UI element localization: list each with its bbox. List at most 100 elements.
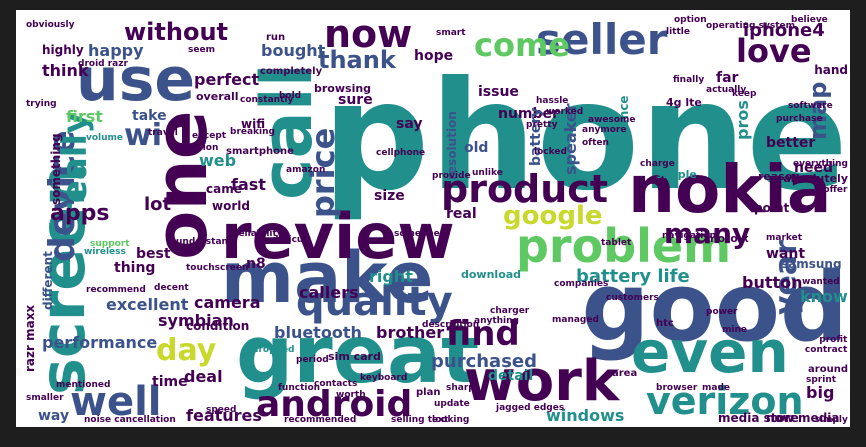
- word-power: power: [706, 307, 738, 317]
- word-managed: managed: [552, 315, 599, 325]
- word-bluetooth: bluetooth: [274, 323, 362, 342]
- word-constantly: constantly: [240, 95, 293, 105]
- word-volume: volume: [86, 133, 123, 143]
- word-recommended: recommended: [284, 415, 356, 425]
- word-navigation: navigation: [662, 231, 716, 241]
- word-cloud-panel: phone good great make review nokia use one call s…: [16, 10, 850, 427]
- word-highly: highly: [42, 43, 84, 57]
- word-provide: provide: [432, 171, 471, 181]
- word-detail: detail: [488, 368, 533, 384]
- word-performance: performance: [42, 333, 157, 352]
- word-completely: completely: [260, 66, 323, 77]
- word-speed: speed: [206, 405, 236, 415]
- word-breaking: breaking: [230, 127, 275, 137]
- word-hassle: hassle: [536, 96, 568, 106]
- word-tablet: tablet: [601, 238, 632, 248]
- word-someone: someone: [394, 229, 440, 239]
- word-operating-system: operating system: [706, 21, 795, 31]
- word-first: first: [66, 107, 103, 126]
- word-thing: thing: [114, 260, 155, 276]
- word-smaller: smaller: [26, 393, 64, 403]
- word-option: option: [674, 15, 707, 25]
- word-sim-card: sim card: [328, 350, 381, 363]
- word-purchase: purchase: [776, 114, 823, 124]
- word-size: size: [374, 188, 405, 204]
- word-razr-maxx: razr maxx: [23, 305, 37, 372]
- word-4g-lte: 4g lte: [666, 96, 702, 109]
- word-anymore: anymore: [582, 125, 626, 135]
- word-real: real: [446, 206, 477, 222]
- word-come: come: [474, 26, 570, 64]
- word-looking: looking: [432, 415, 469, 425]
- word-time: time: [152, 374, 188, 390]
- word-samsung: samsung: [781, 257, 842, 271]
- word-sharp: sharp: [446, 383, 475, 393]
- word-amazon: amazon: [286, 165, 325, 175]
- word-deal: deal: [184, 367, 223, 386]
- word-simple: simple: [656, 168, 697, 181]
- word-browsing: browsing: [314, 82, 371, 95]
- word-say: say: [396, 116, 422, 132]
- word-area: area: [612, 368, 637, 379]
- word-contract: contract: [805, 345, 848, 355]
- word-update: update: [434, 399, 470, 409]
- word-offer: offer: [823, 185, 848, 195]
- word-even: even: [631, 318, 789, 386]
- word-worked: worked: [546, 107, 583, 117]
- word-cellphone: cellphone: [376, 148, 425, 158]
- word-simply: simply: [815, 415, 848, 425]
- word-software: software: [788, 101, 833, 111]
- word-day: day: [156, 333, 217, 368]
- word-contacts: contacts: [314, 379, 357, 389]
- word-overall: overall: [196, 90, 239, 103]
- word-resolution: resolution: [445, 111, 459, 180]
- word-absolutely: absolutely: [783, 172, 848, 185]
- word-finally: finally: [673, 75, 704, 85]
- word-mentioned: mentioned: [56, 380, 110, 390]
- word-everything: everything: [793, 159, 848, 169]
- word-charge: charge: [640, 159, 675, 169]
- word-charging: charging: [340, 126, 356, 195]
- word-keyboard: keyboard: [360, 373, 407, 383]
- word-hope: hope: [414, 48, 453, 64]
- word-dropped: dropped: [252, 345, 295, 355]
- word-browser: browser: [656, 383, 698, 393]
- word-understand: understand: [176, 237, 234, 247]
- word-locked: locked: [534, 147, 567, 157]
- word-profit: profit: [819, 335, 848, 345]
- word-better: better: [766, 135, 815, 151]
- word-awesome: awesome: [588, 115, 636, 125]
- word-wanted: wanted: [802, 277, 840, 287]
- word-camera: camera: [194, 293, 261, 312]
- word-keep: keep: [732, 89, 757, 99]
- word-came: came: [206, 182, 242, 196]
- word-companies: companies: [554, 279, 608, 289]
- word-support: support: [90, 239, 130, 249]
- word-download: download: [461, 268, 521, 281]
- word-little: little: [666, 27, 690, 37]
- word-worth: worth: [336, 390, 366, 400]
- word-smartphone: smartphone: [226, 146, 294, 157]
- word-description: description: [422, 320, 479, 330]
- word-charger: charger: [490, 306, 530, 316]
- word-excellent: excellent: [106, 295, 189, 314]
- word-unlike: unlike: [472, 168, 503, 178]
- word-function: function: [278, 383, 320, 393]
- word-thank: thank: [318, 46, 397, 74]
- word-point: point: [754, 201, 789, 215]
- word-pretty: pretty: [526, 120, 558, 130]
- word-noise-cancellation: noise cancellation: [84, 415, 176, 425]
- word-button: button: [742, 273, 803, 292]
- word-touchscreen: touchscreen: [186, 263, 248, 273]
- word-travel: travel: [148, 128, 178, 138]
- word-htc: htc: [656, 318, 674, 329]
- word-callers: callers: [299, 283, 359, 302]
- word-decent: decent: [154, 283, 189, 293]
- word-big: big: [806, 383, 834, 402]
- word-right: right: [369, 267, 413, 286]
- word-trying: trying: [26, 99, 57, 109]
- word-different: different: [41, 251, 55, 310]
- word-around: around: [808, 364, 848, 375]
- word-something: something: [49, 133, 63, 205]
